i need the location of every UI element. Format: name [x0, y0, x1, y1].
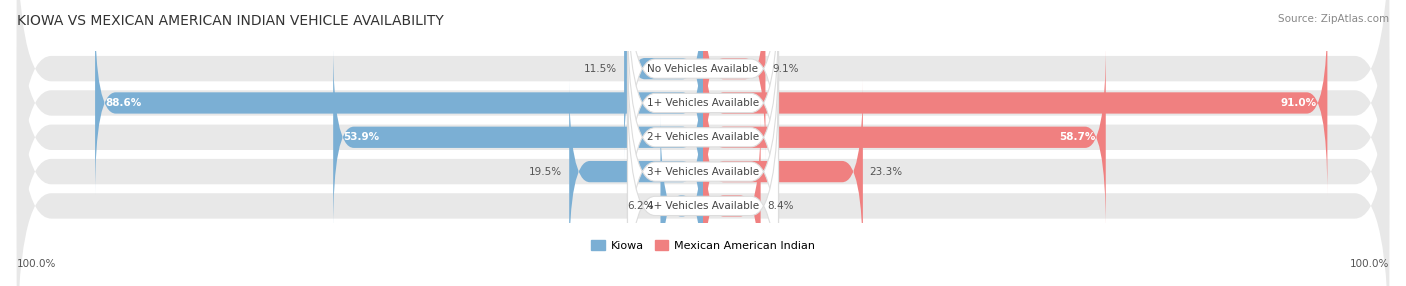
FancyBboxPatch shape — [627, 78, 779, 286]
Legend: Kiowa, Mexican American Indian: Kiowa, Mexican American Indian — [588, 236, 818, 255]
FancyBboxPatch shape — [17, 0, 1389, 286]
FancyBboxPatch shape — [17, 0, 1389, 228]
Text: 58.7%: 58.7% — [1059, 132, 1095, 142]
Text: 8.4%: 8.4% — [768, 201, 794, 211]
Text: 23.3%: 23.3% — [870, 167, 903, 176]
Text: 100.0%: 100.0% — [1350, 259, 1389, 269]
FancyBboxPatch shape — [624, 0, 703, 161]
Text: 100.0%: 100.0% — [17, 259, 56, 269]
Text: 91.0%: 91.0% — [1281, 98, 1317, 108]
FancyBboxPatch shape — [17, 13, 1389, 286]
Text: No Vehicles Available: No Vehicles Available — [648, 64, 758, 74]
FancyBboxPatch shape — [627, 10, 779, 265]
FancyBboxPatch shape — [96, 11, 703, 195]
FancyBboxPatch shape — [333, 45, 703, 230]
FancyBboxPatch shape — [627, 0, 779, 196]
Text: 6.2%: 6.2% — [627, 201, 654, 211]
Text: 11.5%: 11.5% — [583, 64, 617, 74]
FancyBboxPatch shape — [17, 0, 1389, 262]
FancyBboxPatch shape — [703, 114, 761, 286]
FancyBboxPatch shape — [17, 47, 1389, 286]
FancyBboxPatch shape — [569, 79, 703, 264]
Text: Source: ZipAtlas.com: Source: ZipAtlas.com — [1278, 14, 1389, 24]
Text: 53.9%: 53.9% — [343, 132, 380, 142]
FancyBboxPatch shape — [627, 0, 779, 231]
Text: 19.5%: 19.5% — [529, 167, 562, 176]
FancyBboxPatch shape — [627, 44, 779, 286]
Text: KIOWA VS MEXICAN AMERICAN INDIAN VEHICLE AVAILABILITY: KIOWA VS MEXICAN AMERICAN INDIAN VEHICLE… — [17, 14, 444, 28]
FancyBboxPatch shape — [703, 11, 1327, 195]
Text: 3+ Vehicles Available: 3+ Vehicles Available — [647, 167, 759, 176]
Text: 4+ Vehicles Available: 4+ Vehicles Available — [647, 201, 759, 211]
FancyBboxPatch shape — [703, 0, 765, 161]
Text: 9.1%: 9.1% — [772, 64, 799, 74]
FancyBboxPatch shape — [703, 79, 863, 264]
Text: 2+ Vehicles Available: 2+ Vehicles Available — [647, 132, 759, 142]
FancyBboxPatch shape — [703, 45, 1105, 230]
FancyBboxPatch shape — [661, 114, 703, 286]
Text: 88.6%: 88.6% — [105, 98, 142, 108]
Text: 1+ Vehicles Available: 1+ Vehicles Available — [647, 98, 759, 108]
